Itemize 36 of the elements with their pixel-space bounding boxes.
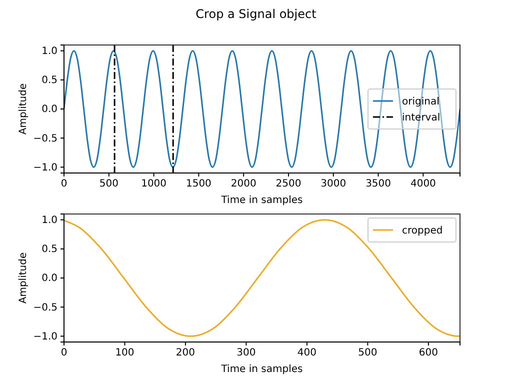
line-series bbox=[64, 50, 460, 168]
y-tick-label: 0.0 bbox=[42, 273, 58, 284]
x-tick-label: 3500 bbox=[366, 178, 392, 190]
x-tick-label: 2500 bbox=[276, 178, 302, 190]
x-tick-label: 500 bbox=[358, 348, 378, 359]
x-tick-label: 400 bbox=[297, 348, 316, 359]
y-tick-label: −0.5 bbox=[33, 133, 58, 144]
y-tick-label: −0.5 bbox=[33, 302, 58, 314]
x-tick-label: 1000 bbox=[141, 178, 167, 190]
y-tick-label: 1.0 bbox=[42, 46, 58, 58]
x-axis-title: Time in samples bbox=[220, 364, 303, 375]
legend-label: cropped bbox=[402, 226, 443, 236]
x-tick-label: 300 bbox=[236, 348, 256, 359]
y-tick-label: 1.0 bbox=[42, 215, 58, 226]
x-tick-label: 3000 bbox=[320, 178, 346, 190]
legend-label: original bbox=[402, 96, 440, 108]
x-tick-label: 500 bbox=[99, 178, 118, 190]
line-series bbox=[64, 219, 460, 337]
x-tick-label: 200 bbox=[176, 348, 196, 359]
x-tick-label: 0 bbox=[60, 178, 68, 190]
x-tick-label: 1500 bbox=[186, 178, 212, 190]
y-axis-title: Amplitude bbox=[18, 83, 29, 135]
x-tick-label: 2000 bbox=[230, 178, 256, 190]
y-tick-label: 0.5 bbox=[42, 75, 58, 86]
x-tick-label: 100 bbox=[115, 348, 134, 359]
x-axis-title: Time in samples bbox=[220, 195, 303, 206]
chart-title: Crop a Signal object bbox=[196, 7, 317, 21]
x-tick-label: 600 bbox=[418, 348, 438, 359]
y-tick-label: −1.0 bbox=[33, 331, 58, 342]
ref-line-label: interval bbox=[402, 112, 440, 124]
y-tick-label: −1.0 bbox=[33, 162, 58, 174]
y-tick-label: 0.0 bbox=[42, 104, 58, 116]
x-tick-label: 0 bbox=[60, 348, 68, 359]
y-tick-label: 0.5 bbox=[42, 244, 58, 256]
x-tick-label: 4000 bbox=[410, 178, 436, 190]
y-axis-title: Amplitude bbox=[18, 252, 29, 304]
